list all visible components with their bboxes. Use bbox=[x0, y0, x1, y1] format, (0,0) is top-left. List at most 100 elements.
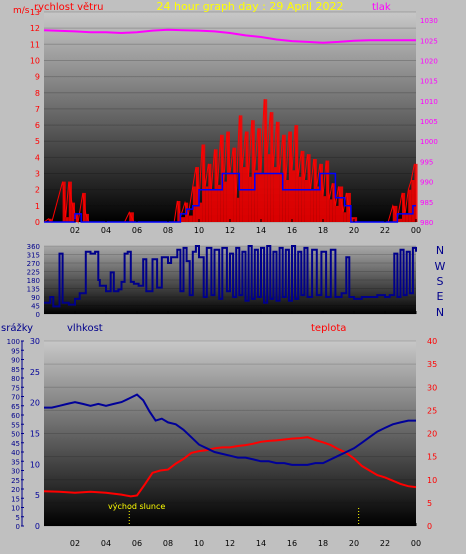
humidity-x-tick-label: 08 bbox=[163, 539, 173, 548]
temperature-tick-label: 40 bbox=[427, 337, 437, 346]
rain-tick-label: 65 bbox=[11, 403, 20, 411]
humidity-axis-label: vlhkost bbox=[67, 323, 103, 334]
wind-tick-label: 10 bbox=[30, 56, 40, 65]
pressure-tick-label: 985 bbox=[420, 199, 433, 207]
wind-gust-bar bbox=[405, 213, 409, 222]
humidity-axis: 0 5 10 15 20 25 30 bbox=[30, 337, 40, 531]
wind-gust-bar bbox=[208, 163, 212, 222]
rain-tick-label: 15 bbox=[11, 495, 20, 503]
rain-tick-label: 20 bbox=[11, 486, 20, 494]
humidity-tick-label: 0 bbox=[35, 522, 40, 531]
wind-tick-label: 7 bbox=[35, 105, 40, 114]
wind-gust-bar bbox=[338, 186, 344, 222]
temperature-tick-label: 10 bbox=[427, 476, 437, 485]
wind-gust-bar bbox=[217, 184, 221, 222]
rain-tick-label: 60 bbox=[11, 412, 20, 420]
wind-gust-bar bbox=[211, 189, 215, 222]
direction-tick-label: 225 bbox=[27, 269, 40, 277]
direction-tick-label: 45 bbox=[31, 303, 40, 311]
humidity-tick-label: 15 bbox=[30, 430, 40, 439]
wind-tick-label: 5 bbox=[35, 137, 40, 146]
pressure-tick-label: 1015 bbox=[420, 78, 438, 86]
humidity-series bbox=[44, 393, 416, 466]
direction-tick-label: 135 bbox=[27, 286, 40, 294]
wind-gust-bar bbox=[288, 131, 292, 222]
rain-tick-label: 70 bbox=[11, 394, 20, 402]
wind-tick-label: 0 bbox=[35, 218, 40, 227]
wind-gust-bar bbox=[242, 167, 246, 222]
wind-gust-bar bbox=[279, 173, 283, 222]
wind-band-lines bbox=[44, 11, 416, 223]
rain-tick-label: 100 bbox=[7, 338, 20, 346]
humidity-x-tick-label: 16 bbox=[287, 539, 297, 548]
temperature-tick-label: 5 bbox=[427, 499, 432, 508]
wind-gust-bar bbox=[310, 189, 314, 222]
wind-gust-bar bbox=[282, 134, 286, 222]
wind-gust-bar bbox=[68, 181, 72, 222]
humidity-x-tick-label: 12 bbox=[225, 539, 235, 548]
direction-line bbox=[44, 245, 417, 308]
wind-axis-label: rychlost větru bbox=[34, 1, 104, 13]
temperature-tick-label: 35 bbox=[427, 360, 437, 369]
wind-gust-bar bbox=[343, 212, 347, 222]
humidity-tick-label: 25 bbox=[30, 368, 40, 377]
wind-gust-bar bbox=[233, 147, 237, 222]
wind-gust-bar bbox=[323, 196, 327, 222]
wind-gust-bar bbox=[295, 125, 299, 222]
rain-tick-label: 35 bbox=[11, 458, 20, 466]
wind-gust-bar bbox=[326, 160, 330, 222]
rain-tick-label: 30 bbox=[11, 468, 20, 476]
chart-title: 24 hour graph day : 29 April 2022 bbox=[157, 0, 344, 13]
wind-tick-label: 2 bbox=[35, 186, 40, 195]
pressure-axis-label: tlak bbox=[372, 2, 391, 13]
wind-gust-bar bbox=[180, 217, 186, 222]
wind-gust-bar bbox=[214, 149, 218, 222]
temperature-tick-label: 30 bbox=[427, 383, 437, 392]
wind-x-tick-label: 12 bbox=[225, 226, 235, 235]
temperature-line bbox=[43, 436, 417, 498]
wind-gust-bar bbox=[304, 180, 308, 222]
wind-gust-bar bbox=[192, 186, 196, 222]
humidity-tick-label: 20 bbox=[30, 399, 40, 408]
pressure-tick-label: 1010 bbox=[420, 98, 438, 106]
pressure-series bbox=[43, 28, 416, 44]
rain-axis-label: srážky bbox=[1, 322, 33, 334]
wind-tick-label: 1 bbox=[35, 202, 40, 211]
wind-gust-bar bbox=[251, 120, 255, 222]
wind-gust-bar bbox=[408, 189, 412, 222]
wind-gust-bar bbox=[199, 202, 203, 222]
wind-gust-bar bbox=[276, 121, 280, 222]
wind-x-tick-label: 06 bbox=[132, 226, 142, 235]
compass-label: S bbox=[437, 275, 444, 288]
wind-gust-series bbox=[43, 99, 418, 224]
wind-gust-bar bbox=[392, 205, 398, 222]
wind-x-tick-label: 16 bbox=[287, 226, 297, 235]
humidity-x-tick-label: 14 bbox=[256, 539, 266, 548]
compass-label: W bbox=[435, 260, 446, 273]
pressure-tick-label: 1030 bbox=[420, 17, 438, 25]
wind-gust-bar bbox=[273, 167, 277, 222]
wind-x-tick-label: 08 bbox=[163, 226, 173, 235]
pressure-tick-label: 1025 bbox=[420, 37, 438, 45]
wind-x-tick-label: 00 bbox=[411, 226, 421, 235]
humidity-x-tick-label: 04 bbox=[101, 539, 111, 548]
wind-gust-bar bbox=[301, 150, 305, 222]
wind-tick-label: 9 bbox=[35, 73, 40, 82]
compass-label: N bbox=[436, 306, 444, 319]
wind-tick-label: 12 bbox=[30, 24, 40, 33]
humidity-x-tick-label: 00 bbox=[411, 539, 421, 548]
wind-x-tick-label: 04 bbox=[101, 226, 111, 235]
wind-gust-bar bbox=[205, 186, 209, 222]
pressure-tick-label: 1000 bbox=[420, 138, 438, 146]
humidity-x-tick-label: 20 bbox=[349, 539, 359, 548]
humidity-x-tick-label: 10 bbox=[194, 539, 204, 548]
wind-gust-bar bbox=[248, 176, 252, 222]
pressure-tick-label: 980 bbox=[420, 219, 433, 227]
temperature-tick-label: 0 bbox=[427, 522, 432, 531]
rain-tick-label: 90 bbox=[11, 357, 20, 365]
wind-gust-bar bbox=[270, 112, 274, 222]
wind-gust-bar bbox=[82, 192, 86, 222]
